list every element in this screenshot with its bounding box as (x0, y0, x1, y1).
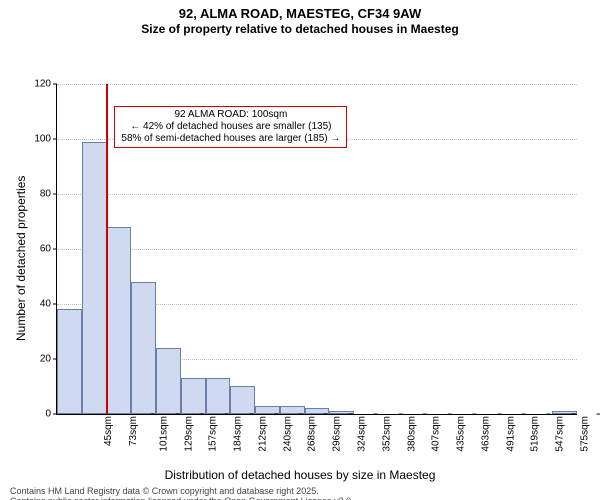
footer-attribution: Contains HM Land Registry data © Crown c… (0, 486, 600, 500)
y-tick-label: 0 (45, 408, 57, 419)
x-tick-label: 212sqm (254, 416, 269, 452)
x-tick-label: 157sqm (204, 416, 219, 452)
x-tick-label: 324sqm (353, 416, 368, 452)
x-tick-label: 45sqm (99, 416, 114, 446)
reference-line (106, 84, 108, 414)
annotation-line: ← 42% of detached houses are smaller (13… (121, 121, 340, 133)
y-tick-label: 20 (40, 353, 57, 364)
chart-subtitle: Size of property relative to detached ho… (0, 22, 600, 36)
x-tick-label: 435sqm (452, 416, 467, 452)
x-tick-label: 547sqm (551, 416, 566, 452)
y-axis-label: Number of detached properties (14, 176, 28, 341)
histogram-bar (280, 406, 305, 414)
x-tick-label: 296sqm (328, 416, 343, 452)
histogram-bar (82, 142, 107, 414)
gridline (57, 194, 577, 195)
x-tick-label: 463sqm (476, 416, 491, 452)
histogram-bar (57, 309, 82, 414)
x-tick-label: 519sqm (526, 416, 541, 452)
x-tick-label: 407sqm (427, 416, 442, 452)
histogram-bar (156, 348, 181, 414)
histogram-bar (255, 406, 280, 414)
y-tick-label: 100 (34, 133, 57, 144)
x-tick-label: 380sqm (402, 416, 417, 452)
footer-line-1: Contains HM Land Registry data © Crown c… (10, 486, 600, 496)
annotation-line: 92 ALMA ROAD: 100sqm (121, 109, 340, 121)
annotation-box: 92 ALMA ROAD: 100sqm← 42% of detached ho… (114, 106, 347, 148)
y-tick-label: 60 (40, 243, 57, 254)
gridline (57, 84, 577, 85)
x-tick-label: 184sqm (229, 416, 244, 452)
histogram-bar (131, 282, 156, 414)
chart-area: Number of detached properties 0204060801… (0, 36, 600, 464)
x-tick-label: 101sqm (154, 416, 169, 452)
x-tick-label: 73sqm (124, 416, 139, 446)
y-tick-label: 80 (40, 188, 57, 199)
x-tick-label: 575sqm (575, 416, 590, 452)
x-tick-label: 491sqm (501, 416, 516, 452)
gridline (57, 249, 577, 250)
x-tick-label: 352sqm (377, 416, 392, 452)
y-tick-label: 40 (40, 298, 57, 309)
x-axis-label: Distribution of detached houses by size … (0, 468, 600, 482)
y-tick-label: 120 (34, 78, 57, 89)
chart-title: 92, ALMA ROAD, MAESTEG, CF34 9AW (0, 6, 600, 22)
x-tick-label: 268sqm (303, 416, 318, 452)
plot-area: 02040608010012045sqm73sqm101sqm129sqm157… (56, 84, 577, 415)
histogram-bar (206, 378, 231, 414)
footer-line-2: Contains public sector information licen… (10, 496, 600, 500)
x-tick-label: 129sqm (179, 416, 194, 452)
x-tick-label: 240sqm (278, 416, 293, 452)
histogram-bar (181, 378, 206, 414)
annotation-line: 58% of semi-detached houses are larger (… (121, 133, 340, 145)
histogram-bar (230, 386, 255, 414)
histogram-bar (107, 227, 132, 414)
